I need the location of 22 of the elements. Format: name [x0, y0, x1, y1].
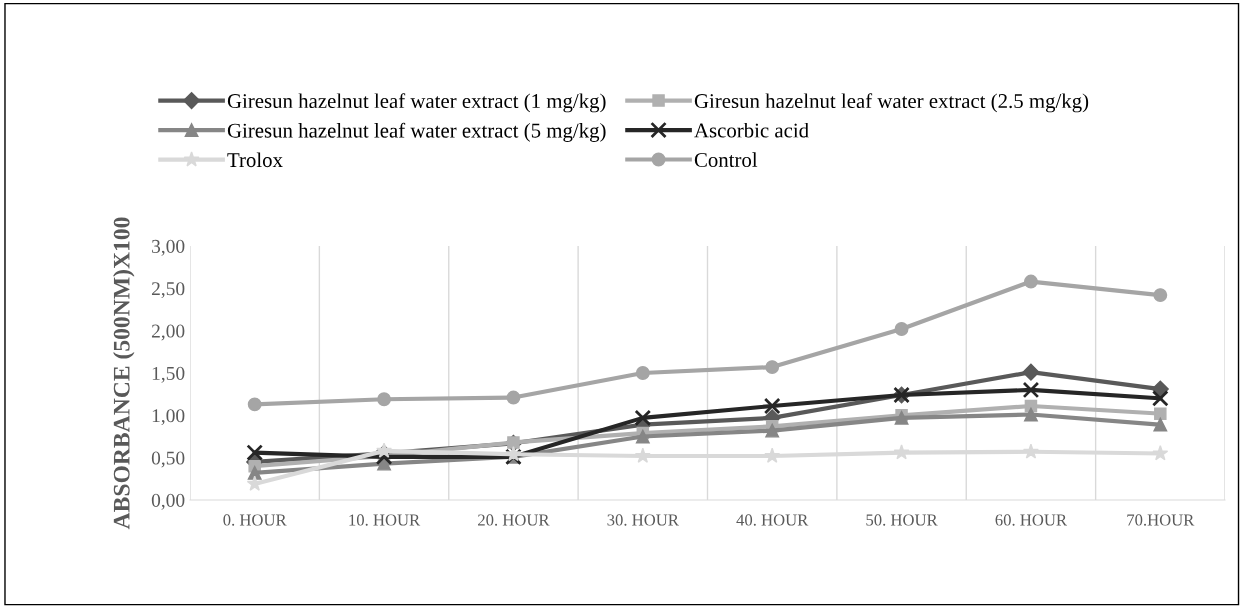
- x-tick-label: 30. HOUR: [607, 514, 679, 526]
- y-tick-label: 0,00: [151, 493, 185, 510]
- legend-label: Control: [694, 152, 758, 167]
- legend-label: Giresun hazelnut leaf water extract (5 mg/kg): [227, 122, 606, 142]
- x-tick-label: 20. HOUR: [478, 514, 550, 526]
- y-tick-label: 2,00: [151, 324, 185, 341]
- y-tick-label: 2,50: [151, 282, 185, 299]
- y-axis-title: ABSORBANCE (500NM)X100: [113, 217, 135, 530]
- legend-label: Giresun hazelnut leaf water extract (1 mg/kg): [227, 93, 606, 113]
- x-tick-label: 60. HOUR: [995, 514, 1068, 526]
- y-tick-label: 1,00: [152, 409, 185, 426]
- y-tick-label: 3,00: [152, 239, 185, 256]
- x-tick-label: 0. HOUR: [223, 514, 287, 526]
- legend-label: Ascorbic acid: [694, 122, 809, 138]
- x-tick-label: 40. HOUR: [736, 514, 809, 526]
- y-tick-label: 1,50: [152, 366, 185, 383]
- x-tick-label: 70.HOUR: [1127, 514, 1195, 526]
- legend-label: Giresun hazelnut leaf water extract (2.5 mg/kg): [694, 93, 1089, 113]
- y-tick-label: 0,50: [151, 451, 185, 468]
- x-tick-label: 10. HOUR: [349, 514, 421, 526]
- x-tick-label: 50. HOUR: [866, 514, 938, 526]
- legend-label: Trolox: [227, 152, 283, 168]
